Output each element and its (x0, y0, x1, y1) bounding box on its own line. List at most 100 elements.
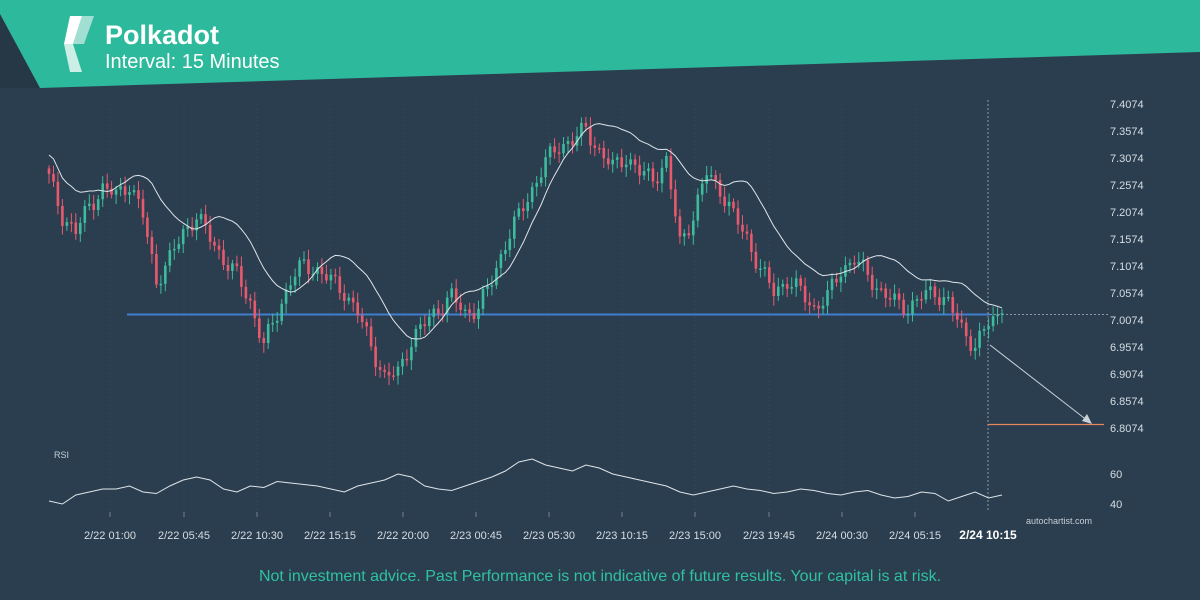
candle-body (888, 297, 892, 300)
candle-body (879, 288, 883, 290)
candle-body (539, 177, 543, 183)
candle-body (593, 145, 597, 148)
candle-body (526, 202, 529, 212)
disclaimer-text: Not investment advice. Past Performance … (259, 568, 941, 585)
candle-body (445, 297, 449, 314)
candle-body (347, 297, 351, 301)
x-tick-label: 2/23 10:15 (596, 530, 648, 542)
candle-body (535, 182, 538, 187)
candle-body (893, 293, 896, 300)
candle-body (472, 313, 476, 320)
candle-body (383, 369, 386, 372)
candle-body (956, 312, 959, 320)
candle-body (638, 164, 641, 176)
x-tick-label: 2/23 15:00 (669, 530, 721, 542)
candle-body (114, 189, 118, 195)
candle-body (768, 267, 771, 283)
candle-body (96, 199, 100, 210)
candle-body (351, 297, 355, 303)
candle-body (360, 315, 364, 323)
candle-body (302, 259, 306, 261)
candle-body (696, 194, 700, 221)
candle-body (557, 152, 561, 154)
candle-body (705, 175, 708, 184)
candle-body (642, 171, 646, 176)
candle-body (615, 157, 619, 160)
candle-body (325, 274, 328, 281)
chart-title: Polkadot (105, 20, 219, 50)
candle-body (727, 201, 731, 207)
candle-body (459, 302, 462, 310)
candle-body (495, 267, 498, 286)
candle-body (146, 217, 149, 237)
candle-body (620, 157, 623, 168)
candle-body (450, 288, 453, 298)
candle-body (897, 293, 901, 300)
candle-body (522, 208, 525, 212)
candle-body (633, 159, 637, 165)
candle-body (369, 326, 373, 347)
candle-body (159, 283, 163, 286)
candle-body (692, 220, 695, 236)
candle-body (405, 358, 409, 361)
candle-body (275, 320, 279, 323)
candle-body (759, 268, 762, 270)
candle-body (74, 222, 78, 234)
candle-body (387, 371, 391, 376)
candle-body (83, 206, 87, 223)
candle-body (826, 290, 829, 306)
candle-body (750, 233, 753, 252)
candle-body (929, 286, 932, 291)
candle-body (92, 203, 95, 210)
x-tick-label: 2/24 05:15 (889, 530, 941, 542)
candle-body (481, 288, 485, 309)
y-tick-label: 7.2074 (1110, 207, 1144, 219)
x-tick-label: 2/24 00:30 (816, 530, 868, 542)
candle-body (119, 186, 122, 190)
candle-body (334, 274, 337, 277)
vertical-gridlines (109, 100, 916, 517)
candle-body (835, 278, 838, 283)
candle-body (598, 147, 601, 150)
candle-body (508, 238, 512, 251)
candle-body (513, 216, 516, 239)
candle-body (812, 305, 816, 307)
candle-body (548, 146, 552, 158)
candle-body (419, 324, 422, 329)
candle-body (499, 254, 503, 268)
candle-body (88, 203, 91, 206)
x-axis-labels: 2/22 01:00 2/22 05:45 2/22 10:30 2/22 15:15… (84, 528, 1017, 542)
candle-body (204, 214, 207, 225)
candle-body (168, 250, 172, 266)
candle-body (428, 316, 431, 327)
y-tick-label: 6.8074 (1110, 423, 1144, 435)
header-banner (0, 0, 1200, 88)
candle-body (580, 122, 583, 137)
candle-body (70, 222, 73, 224)
projection-arrow-line (989, 344, 1089, 422)
x-tick-label: 2/23 00:45 (450, 530, 502, 542)
candle-body (432, 308, 436, 317)
candle-body (378, 367, 382, 370)
candle-body (280, 303, 283, 321)
candle-body (517, 208, 521, 217)
y-tick-label: 7.0574 (1110, 288, 1144, 300)
candle-body (982, 329, 986, 331)
candle-body (763, 267, 767, 269)
y-tick-label: 7.4074 (1110, 99, 1144, 111)
candle-body (947, 297, 950, 299)
candle-body (687, 233, 691, 236)
candle-body (298, 260, 301, 277)
candle-body (141, 198, 145, 218)
candle-body (244, 286, 248, 299)
candle-body (79, 222, 82, 234)
candle-body (65, 222, 69, 226)
candle-body (437, 308, 440, 314)
candle-body (790, 287, 793, 289)
candle-body (61, 206, 64, 226)
candle-body (736, 208, 740, 225)
candle-body (960, 319, 963, 323)
candle-body (199, 214, 203, 220)
candle-body (665, 156, 668, 168)
y-tick-label: 7.1074 (1110, 261, 1144, 273)
